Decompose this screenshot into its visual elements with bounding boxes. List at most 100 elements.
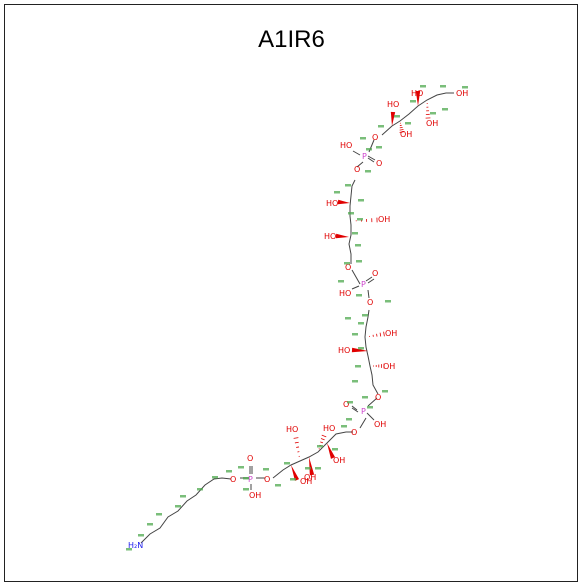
atom-index-marker xyxy=(305,467,311,470)
atom-index-marker xyxy=(362,314,368,317)
atom-index-marker xyxy=(442,108,448,111)
atom-index-marker xyxy=(243,477,249,480)
bond-line xyxy=(351,269,361,285)
atom-index-marker xyxy=(358,199,364,202)
oxygen-label: O xyxy=(372,133,378,142)
oxygen-label: O xyxy=(264,475,270,484)
hydroxyl-label: OH xyxy=(400,130,412,139)
hydroxyl-label: OH xyxy=(383,362,395,371)
atom-index-marker xyxy=(358,347,364,350)
atom-index-marker xyxy=(394,115,400,118)
bond-line xyxy=(351,407,359,413)
oxygen-label: O xyxy=(351,428,357,437)
atom-index-marker xyxy=(385,300,391,303)
hash-stroke xyxy=(320,441,324,444)
atom-index-marker xyxy=(344,262,350,265)
atom-index-marker xyxy=(376,146,382,149)
hydroxyl-label: OH xyxy=(456,89,468,98)
hydroxyl-label: HO xyxy=(339,289,351,298)
atom-index-marker xyxy=(156,513,162,516)
atom-index-marker xyxy=(147,523,153,526)
hydroxyl-label: HO xyxy=(323,424,335,433)
atom-index-marker xyxy=(317,445,323,448)
atom-index-marker xyxy=(226,470,232,473)
phosphorus-label: P xyxy=(361,407,366,416)
atom-index-marker xyxy=(126,548,132,551)
hash-stroke xyxy=(399,129,404,131)
hydroxyl-label: OH xyxy=(333,456,345,465)
hash-bond xyxy=(373,363,385,369)
atom-index-marker xyxy=(352,380,358,383)
hash-bond xyxy=(425,103,431,119)
oxygen-label: O xyxy=(376,159,382,168)
ribitol-chain-3 xyxy=(348,179,356,264)
oxygen-label: O xyxy=(345,263,351,272)
atom-index-marker xyxy=(356,294,362,297)
atom-index-marker xyxy=(420,85,426,88)
oxygen-label: O xyxy=(343,400,349,409)
atom-index-layer xyxy=(126,85,468,551)
molecule-title: A1IR6 xyxy=(258,26,325,53)
bond-line xyxy=(367,397,378,407)
wedge-bond xyxy=(337,199,350,205)
wedge-bond xyxy=(335,233,349,239)
bond-line xyxy=(359,417,367,429)
wedge-bond xyxy=(327,443,336,459)
atom-index-marker xyxy=(355,244,361,247)
atom-index-marker xyxy=(338,280,344,283)
atom-index-marker xyxy=(243,488,249,491)
hydroxyl-label: HO xyxy=(326,199,338,208)
ribitol-chain-2 xyxy=(364,309,379,395)
hydroxyl-label: OH xyxy=(304,473,316,482)
bond-line xyxy=(352,150,361,156)
hash-stroke xyxy=(399,131,405,133)
bond-line xyxy=(351,405,358,411)
atom-index-marker xyxy=(367,406,373,409)
atom-index-marker xyxy=(345,184,351,187)
atom-index-marker xyxy=(345,317,351,320)
wedge-bond xyxy=(291,465,300,481)
atom-index-marker xyxy=(334,191,340,194)
atom-index-marker xyxy=(180,495,186,498)
atom-index-marker xyxy=(365,170,371,173)
atom-index-marker xyxy=(360,137,366,140)
atom-index-marker xyxy=(405,122,411,125)
wedge-bond xyxy=(309,457,315,476)
atom-index-marker xyxy=(378,125,384,128)
atom-index-marker xyxy=(197,488,203,491)
bond-line xyxy=(356,161,364,168)
atom-index-marker xyxy=(275,484,281,487)
atom-index-marker xyxy=(440,85,446,88)
hexyl-chain xyxy=(140,477,232,544)
oxygen-label: O xyxy=(354,165,360,174)
atom-index-marker xyxy=(315,467,321,470)
atom-index-marker xyxy=(362,396,368,399)
hash-stroke xyxy=(294,441,299,444)
hash-stroke xyxy=(399,126,403,129)
bond-line xyxy=(365,276,373,282)
hydroxyl-label: HO xyxy=(338,346,350,355)
hash-bond xyxy=(293,437,300,457)
bond-line xyxy=(367,157,375,163)
hydroxyl-label: OH xyxy=(374,420,386,429)
atom-index-marker xyxy=(352,333,358,336)
figure-frame xyxy=(4,4,578,582)
amine-label: H₂N xyxy=(128,541,143,550)
atom-index-marker xyxy=(382,390,388,393)
hydroxyl-label: OH xyxy=(426,119,438,128)
atom-index-marker xyxy=(357,218,363,221)
atom-index-marker xyxy=(348,212,354,215)
atom-index-marker xyxy=(347,401,353,404)
hash-stroke xyxy=(379,332,382,337)
oxygen-label: O xyxy=(247,454,253,463)
hydroxyl-label: OH xyxy=(249,491,261,500)
atom-index-marker xyxy=(290,478,296,481)
atom-index-marker xyxy=(430,112,436,115)
oxygen-label: O xyxy=(372,269,378,278)
hydroxyl-label: HO xyxy=(324,232,336,241)
hydroxyl-label: HO xyxy=(340,141,352,150)
hash-bond xyxy=(369,331,385,337)
wedge-bond xyxy=(351,347,368,353)
